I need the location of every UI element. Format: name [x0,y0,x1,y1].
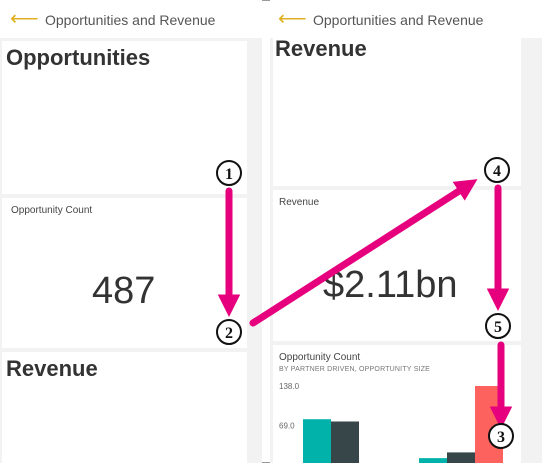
annotation-marker-2-circle [216,319,242,345]
annotation-marker-3-label: 3 [497,429,505,446]
revenue-card-value: $2.11bn [323,264,458,306]
opportunity-count-chart: 138.0 69.0 [279,382,503,463]
annotation-arrow-2-to-4 [249,179,478,327]
chart-title: Opportunity Count [279,352,361,363]
revenue-card-label: Revenue [279,197,320,208]
annotation-marker-5: 5 [485,313,511,339]
bar[interactable] [447,452,475,463]
annotation-marker-4-circle [484,157,510,183]
annotation-marker-5-circle [485,313,511,339]
annotation-marker-4: 4 [484,157,510,183]
bar[interactable] [303,419,331,463]
bar[interactable] [331,421,359,463]
opportunities-tile[interactable]: Opportunities [2,41,247,194]
right-header-title: Opportunities and Revenue [313,12,484,28]
annotation-marker-3-circle [488,423,514,449]
right-panel: ⟵ Opportunities and Revenue Revenue Reve… [270,0,542,463]
left-arrow-icon[interactable]: ⟵ [10,8,39,30]
revenue-card[interactable]: Revenue $2.11bn [273,190,521,341]
opportunity-count-value: 487 [92,270,156,312]
left-revenue-tile-title: Revenue [6,356,98,381]
left-panel: ⟵ Opportunities and Revenue Opportunitie… [0,0,262,463]
right-header: ⟵ Opportunities and Revenue [270,0,542,38]
annotation-marker-1: 1 [216,160,242,186]
opportunity-count-label: Opportunity Count [11,205,93,216]
left-header: ⟵ Opportunities and Revenue [0,0,262,38]
annotation-marker-1-label: 1 [225,166,233,183]
bar[interactable] [419,458,447,463]
opportunities-tile-title: Opportunities [6,45,151,70]
opportunity-count-chart-tile[interactable]: Opportunity Count BY PARTNER DRIVEN, OPP… [273,345,521,463]
opportunity-count-card[interactable]: Opportunity Count 487 [2,198,247,348]
y-tick-label: 69.0 [279,422,295,431]
annotation-marker-1-circle [216,160,242,186]
right-revenue-tile-title: Revenue [275,36,367,61]
annotation-marker-5-label: 5 [494,319,502,336]
left-arrow-icon[interactable]: ⟵ [278,8,307,30]
right-revenue-tile[interactable]: Revenue [273,36,521,186]
y-tick-label: 138.0 [279,382,300,391]
annotation-marker-3: 3 [488,423,514,449]
left-header-title: Opportunities and Revenue [45,12,216,28]
chart-subtitle: BY PARTNER DRIVEN, OPPORTUNITY SIZE [279,366,431,373]
annotation-marker-2: 2 [216,319,242,345]
annotation-marker-2-label: 2 [225,325,233,342]
left-revenue-tile[interactable]: Revenue [2,352,247,463]
annotation-marker-4-label: 4 [493,163,501,180]
